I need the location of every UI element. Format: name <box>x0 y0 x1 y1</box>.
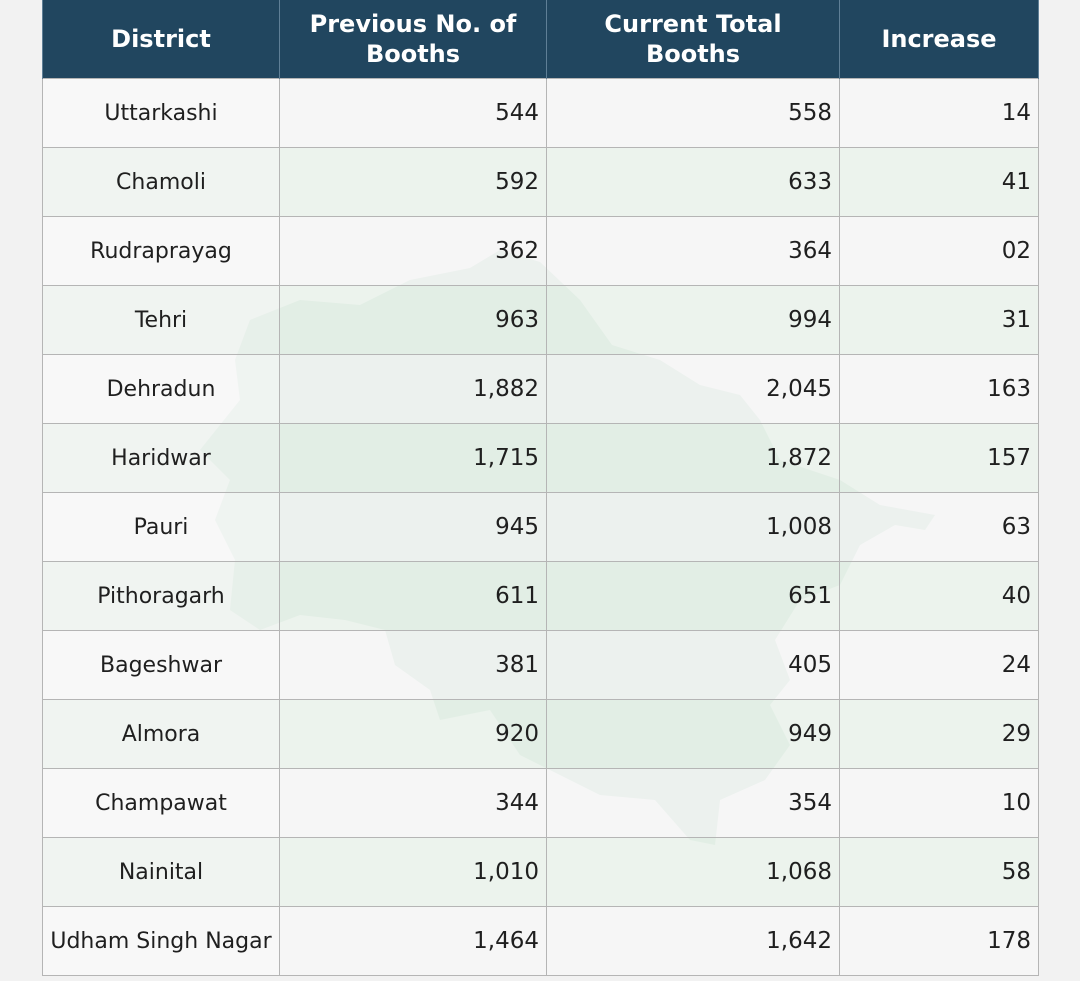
table-row: Champawat 344 354 10 <box>42 768 1039 838</box>
cell-previous-booths: 920 <box>279 699 547 769</box>
cell-current-booths: 633 <box>546 147 840 217</box>
cell-district: Bageshwar <box>42 630 280 700</box>
table-row: Udham Singh Nagar 1,464 1,642 178 <box>42 906 1039 976</box>
cell-current-booths: 354 <box>546 768 840 838</box>
cell-previous-booths: 362 <box>279 216 547 286</box>
table-row: Dehradun 1,882 2,045 163 <box>42 354 1039 424</box>
cell-increase: 31 <box>839 285 1039 355</box>
cell-previous-booths: 592 <box>279 147 547 217</box>
cell-increase: 41 <box>839 147 1039 217</box>
cell-previous-booths: 381 <box>279 630 547 700</box>
table-row: Haridwar 1,715 1,872 157 <box>42 423 1039 493</box>
cell-district: Almora <box>42 699 280 769</box>
cell-current-booths: 364 <box>546 216 840 286</box>
table-body: Uttarkashi 544 558 14 Chamoli 592 633 41 Rudrapr… <box>42 78 1039 976</box>
cell-district: Rudraprayag <box>42 216 280 286</box>
cell-district: Chamoli <box>42 147 280 217</box>
header-current-booths: Current Total Booths <box>546 0 840 79</box>
cell-district: Nainital <box>42 837 280 907</box>
cell-previous-booths: 945 <box>279 492 547 562</box>
cell-increase: 29 <box>839 699 1039 769</box>
table-row: Almora 920 949 29 <box>42 699 1039 769</box>
cell-current-booths: 1,872 <box>546 423 840 493</box>
cell-current-booths: 2,045 <box>546 354 840 424</box>
cell-previous-booths: 1,464 <box>279 906 547 976</box>
cell-district: Uttarkashi <box>42 78 280 148</box>
cell-current-booths: 405 <box>546 630 840 700</box>
cell-district: Haridwar <box>42 423 280 493</box>
cell-current-booths: 994 <box>546 285 840 355</box>
cell-current-booths: 651 <box>546 561 840 631</box>
cell-district: Tehri <box>42 285 280 355</box>
cell-previous-booths: 1,715 <box>279 423 547 493</box>
cell-increase: 178 <box>839 906 1039 976</box>
table-row: Chamoli 592 633 41 <box>42 147 1039 217</box>
header-row: District Previous No. of Booths Current … <box>42 0 1039 79</box>
cell-district: Pauri <box>42 492 280 562</box>
cell-current-booths: 949 <box>546 699 840 769</box>
table-row: Uttarkashi 544 558 14 <box>42 78 1039 148</box>
header-increase: Increase <box>839 0 1039 79</box>
cell-increase: 63 <box>839 492 1039 562</box>
cell-previous-booths: 344 <box>279 768 547 838</box>
cell-increase: 58 <box>839 837 1039 907</box>
cell-district: Udham Singh Nagar <box>42 906 280 976</box>
cell-increase: 157 <box>839 423 1039 493</box>
header-previous-booths: Previous No. of Booths <box>279 0 547 79</box>
table-row: Bageshwar 381 405 24 <box>42 630 1039 700</box>
table-row: Pithoragarh 611 651 40 <box>42 561 1039 631</box>
cell-previous-booths: 1,882 <box>279 354 547 424</box>
cell-increase: 02 <box>839 216 1039 286</box>
cell-previous-booths: 1,010 <box>279 837 547 907</box>
cell-current-booths: 1,642 <box>546 906 840 976</box>
table-header: District Previous No. of Booths Current … <box>42 0 1039 79</box>
cell-previous-booths: 963 <box>279 285 547 355</box>
cell-current-booths: 1,008 <box>546 492 840 562</box>
table-row: Pauri 945 1,008 63 <box>42 492 1039 562</box>
cell-district: Dehradun <box>42 354 280 424</box>
booths-table-container: District Previous No. of Booths Current … <box>42 0 1039 976</box>
cell-district: Champawat <box>42 768 280 838</box>
booths-table: District Previous No. of Booths Current … <box>42 0 1039 976</box>
table-row: Tehri 963 994 31 <box>42 285 1039 355</box>
cell-increase: 24 <box>839 630 1039 700</box>
table-row: Rudraprayag 362 364 02 <box>42 216 1039 286</box>
header-district: District <box>42 0 280 79</box>
cell-previous-booths: 611 <box>279 561 547 631</box>
cell-current-booths: 1,068 <box>546 837 840 907</box>
cell-increase: 10 <box>839 768 1039 838</box>
cell-increase: 40 <box>839 561 1039 631</box>
cell-current-booths: 558 <box>546 78 840 148</box>
cell-district: Pithoragarh <box>42 561 280 631</box>
cell-increase: 163 <box>839 354 1039 424</box>
cell-previous-booths: 544 <box>279 78 547 148</box>
cell-increase: 14 <box>839 78 1039 148</box>
table-row: Nainital 1,010 1,068 58 <box>42 837 1039 907</box>
